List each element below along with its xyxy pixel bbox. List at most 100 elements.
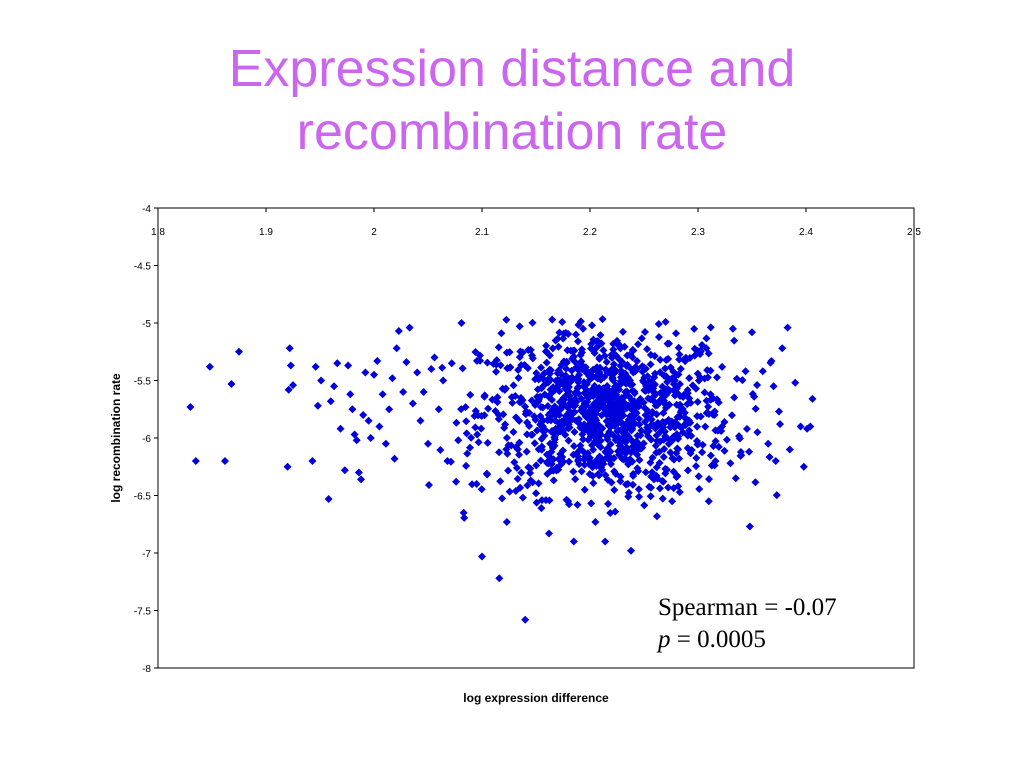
data-point — [525, 422, 534, 431]
data-point — [738, 376, 747, 385]
data-point — [413, 368, 422, 377]
data-point — [571, 330, 580, 339]
data-point — [732, 374, 741, 383]
data-point — [521, 410, 530, 419]
data-point — [227, 379, 236, 388]
data-point — [495, 448, 504, 457]
data-point — [532, 461, 541, 470]
data-point — [616, 342, 625, 351]
data-point — [702, 396, 711, 405]
data-point — [751, 404, 760, 413]
data-point — [640, 363, 649, 372]
data-point — [532, 369, 541, 378]
data-point — [693, 369, 702, 378]
data-point — [569, 467, 578, 476]
data-point — [685, 374, 694, 383]
data-point — [652, 448, 661, 457]
data-point — [654, 333, 663, 342]
data-point — [582, 408, 591, 417]
data-point — [559, 329, 568, 338]
data-point — [574, 378, 583, 387]
data-point — [438, 363, 447, 372]
data-point — [515, 438, 524, 447]
data-point — [531, 401, 540, 410]
data-point — [595, 471, 604, 480]
data-point — [574, 457, 583, 466]
data-point — [462, 429, 471, 438]
data-point — [627, 546, 636, 555]
y-axis-title: log recombination rate — [109, 373, 123, 503]
data-point — [731, 474, 740, 483]
data-point — [690, 344, 699, 353]
data-points — [186, 315, 817, 624]
data-point — [599, 346, 608, 355]
data-point — [668, 436, 677, 445]
data-point — [544, 378, 553, 387]
data-point — [609, 431, 618, 440]
data-point — [602, 358, 611, 367]
data-point — [651, 424, 660, 433]
data-point — [576, 317, 585, 326]
data-point — [551, 376, 560, 385]
data-point — [462, 417, 471, 426]
data-point — [643, 345, 652, 354]
data-point — [598, 315, 607, 324]
data-point — [628, 480, 637, 489]
data-point — [373, 356, 382, 365]
data-point — [650, 475, 659, 484]
data-point — [683, 400, 692, 409]
data-point — [808, 394, 817, 403]
data-point — [799, 462, 808, 471]
data-point — [652, 410, 661, 419]
data-point — [474, 438, 483, 447]
data-point — [586, 370, 595, 379]
data-point — [640, 327, 649, 336]
data-point — [568, 373, 577, 382]
data-point — [608, 399, 617, 408]
data-point — [459, 508, 468, 517]
data-point — [610, 467, 619, 476]
data-point — [730, 393, 739, 402]
data-point — [627, 405, 636, 414]
data-point — [540, 369, 549, 378]
data-point — [642, 427, 651, 436]
data-point — [640, 404, 649, 413]
data-point — [783, 323, 792, 332]
y-tick-label: -6 — [142, 434, 151, 445]
data-point — [424, 439, 432, 448]
data-point — [430, 353, 439, 362]
data-point — [546, 416, 555, 425]
data-point — [627, 412, 636, 421]
data-point — [683, 466, 692, 475]
data-point — [640, 501, 649, 510]
x-tick-label: 2.1 — [475, 227, 489, 238]
data-point — [704, 402, 713, 411]
data-point — [532, 426, 541, 435]
data-point — [735, 434, 744, 443]
data-point — [537, 434, 546, 443]
data-point — [662, 356, 671, 365]
data-point — [352, 436, 361, 445]
data-point — [741, 367, 750, 376]
data-point — [528, 430, 537, 439]
data-point — [562, 358, 571, 367]
data-point — [498, 494, 507, 503]
y-tick-label: -7 — [142, 549, 151, 560]
data-point — [629, 471, 638, 480]
data-point — [587, 340, 596, 349]
data-point — [659, 453, 668, 462]
data-point — [324, 494, 333, 503]
data-point — [547, 389, 556, 398]
data-point — [483, 438, 492, 447]
data-point — [660, 371, 669, 380]
data-point — [647, 415, 656, 424]
data-point — [664, 483, 673, 492]
data-point — [621, 388, 630, 397]
data-point — [586, 375, 595, 384]
data-point — [590, 348, 599, 357]
data-point — [651, 441, 660, 450]
data-point — [718, 362, 727, 371]
data-point — [616, 377, 625, 386]
data-point — [726, 459, 735, 468]
data-point — [514, 373, 523, 382]
